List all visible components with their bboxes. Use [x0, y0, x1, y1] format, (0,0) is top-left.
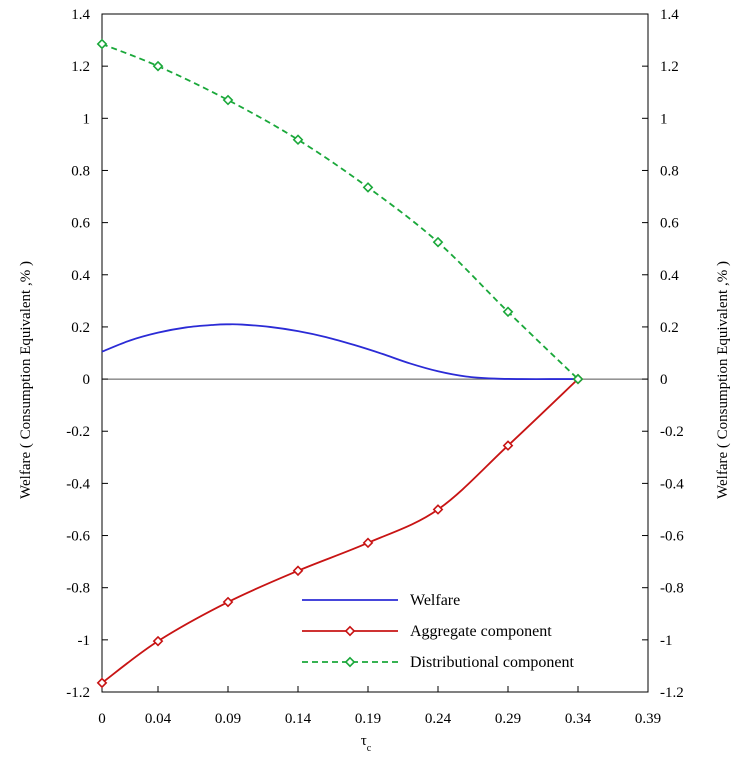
tick-group: 1.4 1.4 1.2 1.2 1 1 0.8 0.8 0.6 0.6 0.4 0.4 0.2 0.2 0 0…	[66, 7, 684, 727]
data-point-distributional-component	[432, 236, 444, 248]
data-point-aggregate-component	[502, 440, 514, 451]
y-tick-label-left: -0.8	[66, 581, 90, 597]
x-tick-label: 0.34	[565, 711, 592, 727]
y-tick-label-right: -0.6	[660, 529, 684, 545]
y-tick-label-right: 1.4	[660, 7, 679, 23]
data-point-distributional-component	[362, 182, 374, 193]
y-tick-label-right: 0.2	[660, 320, 679, 336]
y-tick-label-left: 0.4	[71, 268, 90, 284]
y-tick-label-right: -1.2	[660, 685, 684, 701]
y-tick-label-left: 1	[83, 111, 91, 127]
data-point-distributional-component	[96, 38, 108, 50]
x-axis-title-main: τ	[361, 733, 367, 749]
data-point-distributional-component	[152, 60, 164, 72]
y-tick-label-left: -1	[78, 633, 91, 649]
y-tick-label-right: -0.8	[660, 581, 684, 597]
x-tick-label: 0	[98, 711, 106, 727]
y-tick-label-right: 0.6	[660, 216, 679, 232]
y-axis-title-right: Welfare ( Consumption Equivalent ,% )	[715, 261, 731, 499]
y-tick-label-right: 0.8	[660, 163, 679, 179]
x-tick-label: 0.09	[215, 711, 241, 727]
x-tick-label: 0.04	[145, 711, 172, 727]
y-tick-label-right: 1	[660, 111, 668, 127]
legend-marker-distributional-component	[344, 656, 356, 668]
legend-label-aggregate-component: Aggregate component	[410, 623, 552, 640]
x-tick-label: 0.24	[425, 711, 452, 727]
data-point-distributional-component	[222, 94, 234, 106]
y-tick-label-left: 0.2	[71, 320, 90, 336]
data-point-aggregate-component	[292, 565, 304, 577]
y-tick-label-left: -0.2	[66, 424, 90, 440]
y-tick-label-right: -0.2	[660, 424, 684, 440]
y-tick-label-right: -0.4	[660, 476, 684, 492]
legend-label-distributional-component: Distributional component	[410, 654, 575, 671]
y-tick-label-left: 0.8	[71, 163, 90, 179]
series-line-welfare	[101, 323, 578, 381]
legend: Welfare Aggregate component Distributional…	[302, 592, 575, 671]
y-tick-label-left: -0.6	[66, 529, 90, 545]
x-tick-label: 0.39	[635, 711, 661, 727]
y-tick-label-left: 1.2	[71, 59, 90, 75]
y-tick-label-right: -1	[660, 633, 673, 649]
data-point-distributional-component	[292, 134, 304, 146]
y-tick-label-right: 1.2	[660, 59, 679, 75]
y-tick-label-right: 0	[660, 372, 668, 388]
series-group	[96, 38, 584, 689]
data-point-aggregate-component	[152, 635, 164, 647]
x-tick-label: 0.14	[285, 711, 312, 727]
legend-marker-aggregate-component	[344, 625, 356, 637]
y-tick-label-left: 0	[83, 372, 91, 388]
y-tick-label-left: 1.4	[71, 7, 90, 23]
x-tick-label: 0.19	[355, 711, 381, 727]
data-point-aggregate-component	[432, 504, 444, 515]
y-tick-label-left: -1.2	[66, 685, 90, 701]
data-point-aggregate-component	[222, 596, 234, 608]
plot-frame-group	[101, 13, 649, 693]
plot-frame	[101, 13, 649, 693]
y-tick-label-left: -0.4	[66, 476, 90, 492]
data-point-aggregate-component	[362, 537, 374, 549]
data-point-distributional-component	[502, 306, 514, 318]
x-tick-label: 0.29	[495, 711, 521, 727]
x-axis-title-subscript: c	[367, 743, 372, 754]
y-tick-label-left: 0.6	[71, 216, 90, 232]
x-axis-title: τc	[361, 733, 372, 754]
legend-label-welfare: Welfare	[410, 592, 460, 609]
data-point-distributional-component	[572, 373, 584, 385]
y-tick-label-right: 0.4	[660, 268, 679, 284]
y-axis-title-left: Welfare ( Consumption Equivalent ,% )	[18, 261, 34, 499]
data-point-aggregate-component	[96, 677, 108, 689]
